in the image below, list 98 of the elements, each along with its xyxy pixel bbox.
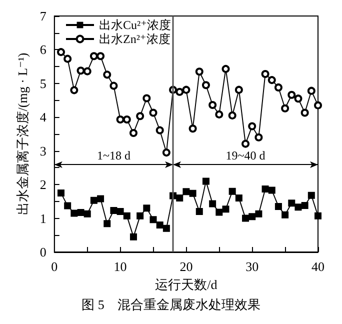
y-axis-title: 出水金属离子浓度/(mg · L⁻¹) (15, 52, 30, 216)
point (222, 206, 230, 213)
point (274, 83, 282, 92)
point (90, 196, 98, 204)
legend-label: 出水Cu²⁺浓度 (99, 18, 171, 32)
point (294, 94, 302, 103)
x-tick-label: 0 (51, 259, 58, 274)
point (104, 220, 111, 228)
point (56, 48, 65, 56)
y-tick-label: 3 (40, 143, 46, 158)
annotation: 19~40 d (226, 148, 266, 163)
point (110, 207, 118, 214)
point (215, 110, 224, 118)
point (97, 195, 104, 202)
point (268, 76, 276, 84)
point (235, 194, 242, 202)
point (96, 52, 105, 60)
point (288, 200, 296, 207)
point (84, 210, 91, 218)
point (122, 116, 131, 124)
point (90, 52, 98, 60)
point (248, 213, 256, 220)
point (156, 222, 164, 229)
point (116, 208, 124, 216)
x-tick-label: 20 (180, 259, 193, 274)
point (300, 108, 309, 117)
point (288, 90, 296, 99)
point (176, 88, 184, 96)
point (116, 116, 124, 124)
point (314, 101, 322, 110)
point (136, 212, 144, 220)
point (209, 200, 216, 208)
y-tick-label: 2 (40, 177, 46, 192)
y-tick-label: 4 (40, 110, 47, 125)
point (162, 148, 170, 157)
point (307, 86, 316, 95)
point (188, 124, 197, 133)
annotation: 1~18 d (96, 148, 130, 163)
point (83, 67, 92, 76)
point (64, 54, 72, 63)
x-tick-label: 10 (114, 259, 127, 274)
point (222, 64, 230, 73)
point (202, 81, 210, 90)
point (274, 202, 282, 210)
point (228, 188, 236, 195)
point (103, 70, 112, 79)
point (130, 233, 137, 240)
y-tick-label: 0 (40, 244, 46, 260)
point (123, 212, 130, 220)
point (202, 178, 210, 185)
point (57, 190, 64, 196)
point (182, 86, 190, 94)
point (76, 66, 85, 75)
point (294, 204, 302, 211)
point (129, 128, 138, 137)
point (314, 212, 322, 220)
x-tick-label: 30 (246, 259, 259, 274)
point (216, 208, 223, 216)
point (234, 86, 243, 94)
point (142, 94, 151, 102)
x-tick-label: 40 (312, 259, 324, 274)
point (208, 101, 217, 110)
point (242, 140, 250, 148)
point (268, 186, 276, 194)
point (150, 216, 157, 224)
y-tick-label: 5 (40, 76, 46, 91)
point (136, 112, 144, 120)
point (255, 210, 262, 218)
point (248, 122, 256, 130)
x-axis-title: 运行天数/d (155, 277, 218, 292)
point (70, 86, 78, 94)
point (110, 82, 118, 90)
point (70, 210, 78, 217)
point (262, 185, 269, 192)
point (149, 108, 158, 117)
point (64, 202, 72, 210)
point (282, 211, 289, 218)
point (189, 190, 196, 197)
point (281, 104, 290, 112)
y-tick-label: 7 (40, 8, 47, 24)
point (77, 209, 84, 216)
point (176, 194, 184, 202)
point (242, 214, 250, 222)
point (308, 192, 315, 199)
point (228, 111, 236, 120)
point (195, 68, 204, 76)
point (143, 204, 150, 212)
point (156, 126, 164, 134)
point (301, 202, 308, 209)
y-tick-label: 1 (40, 210, 46, 226)
point (196, 208, 203, 216)
point (182, 188, 190, 196)
point (254, 133, 263, 142)
y-tick-label: 6 (40, 42, 47, 58)
legend-label: 出水Zn²⁺浓度 (99, 32, 170, 46)
point (162, 224, 170, 232)
point (261, 70, 270, 78)
text: 图 5 混合重金属废水处理效果 (82, 297, 260, 312)
